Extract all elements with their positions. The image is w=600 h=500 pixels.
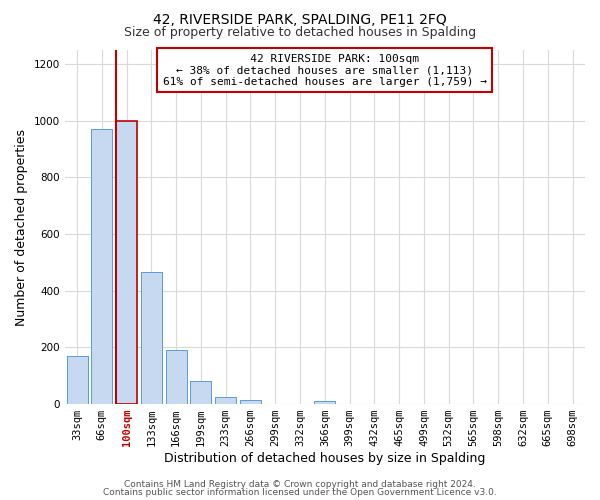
Bar: [67, 356, 88, 404]
Bar: [116, 121, 137, 404]
Bar: [190, 382, 211, 404]
Bar: [215, 397, 236, 404]
Y-axis label: Number of detached properties: Number of detached properties: [15, 128, 28, 326]
Text: 42, RIVERSIDE PARK, SPALDING, PE11 2FQ: 42, RIVERSIDE PARK, SPALDING, PE11 2FQ: [153, 12, 447, 26]
Text: Contains HM Land Registry data © Crown copyright and database right 2024.: Contains HM Land Registry data © Crown c…: [124, 480, 476, 489]
Bar: [141, 272, 162, 404]
Bar: [240, 400, 261, 404]
Text: Size of property relative to detached houses in Spalding: Size of property relative to detached ho…: [124, 26, 476, 39]
Bar: [166, 350, 187, 404]
Bar: [91, 130, 112, 404]
Text: 42 RIVERSIDE PARK: 100sqm
← 38% of detached houses are smaller (1,113)
61% of se: 42 RIVERSIDE PARK: 100sqm ← 38% of detac…: [163, 54, 487, 86]
X-axis label: Distribution of detached houses by size in Spalding: Distribution of detached houses by size …: [164, 452, 485, 465]
Text: Contains public sector information licensed under the Open Government Licence v3: Contains public sector information licen…: [103, 488, 497, 497]
Bar: [314, 402, 335, 404]
